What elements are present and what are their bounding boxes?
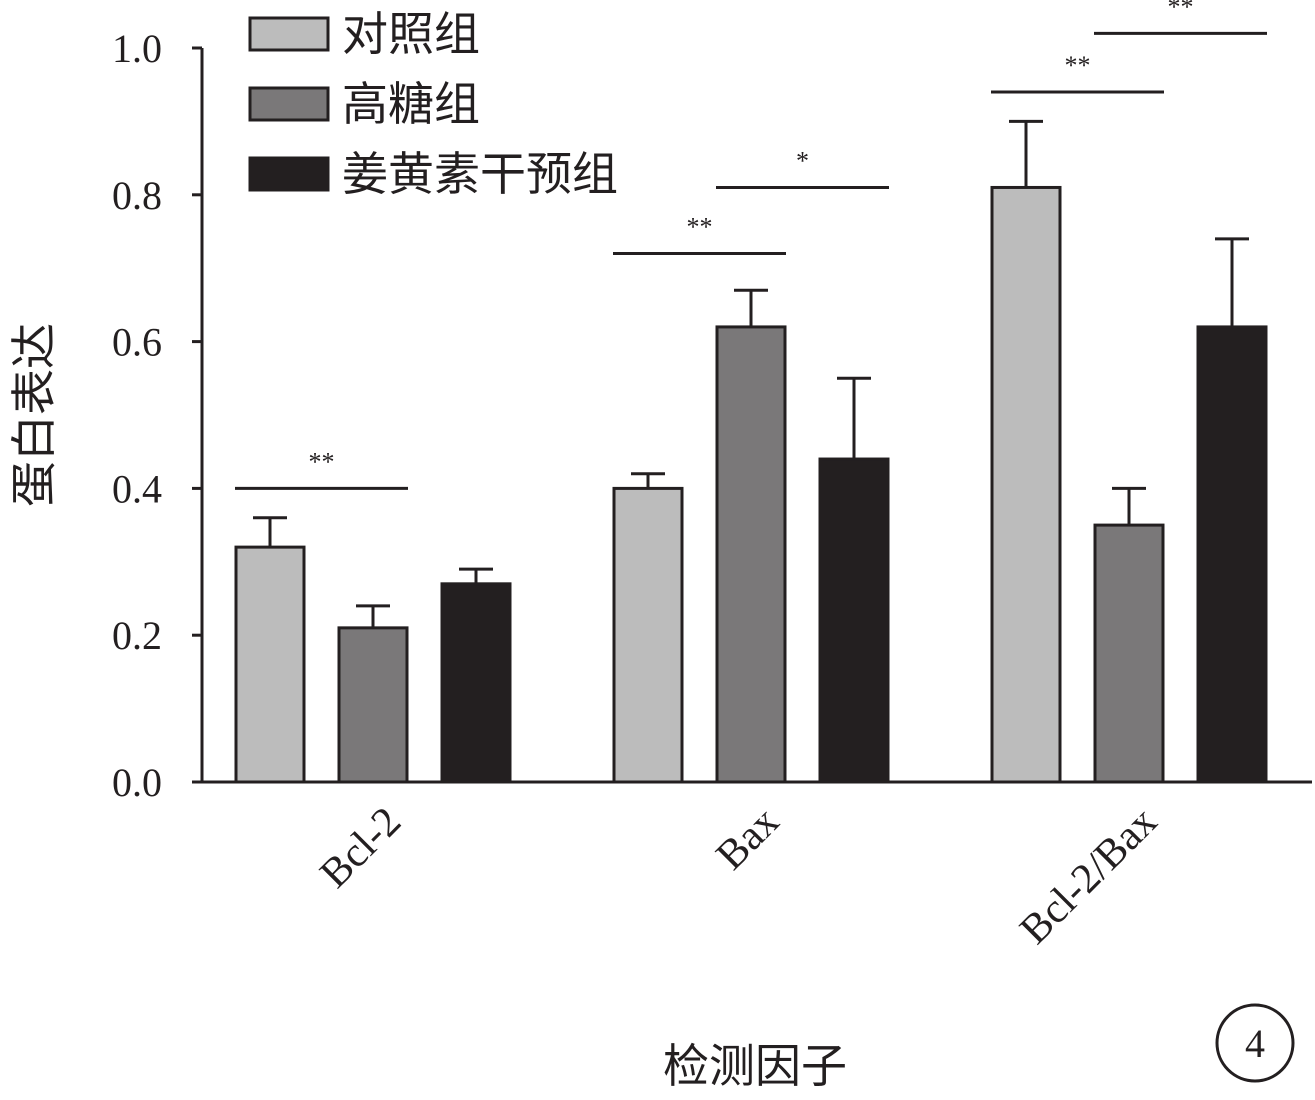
significance-label: ** [687, 213, 713, 242]
bar [440, 582, 512, 784]
y-tick-label: 0.4 [112, 466, 162, 511]
x-category-label: Bcl-2 [312, 799, 411, 898]
bar [990, 185, 1062, 784]
y-tick-label: 0.6 [112, 320, 162, 365]
legend-swatch [248, 16, 330, 52]
bar [715, 325, 787, 784]
bar [234, 545, 306, 784]
legend-label: 高糖组 [342, 79, 480, 130]
bar [1093, 523, 1165, 784]
y-axis-title: 蛋白表达 [9, 323, 60, 507]
bars [234, 119, 1268, 784]
bar [1196, 325, 1268, 784]
y-tick-label: 0.8 [112, 173, 162, 218]
y-tick-label: 0.0 [112, 760, 162, 805]
legend-label: 对照组 [342, 9, 480, 60]
bar [337, 626, 409, 784]
significance-markers: ********* [235, 0, 1267, 490]
panel-number: 4 [1245, 1021, 1265, 1066]
significance-label: ** [309, 447, 335, 476]
legend-swatch [248, 86, 330, 122]
bar [612, 486, 684, 784]
x-category-label: Bcl-2/Bax [1011, 799, 1166, 954]
bar [818, 457, 890, 784]
panel-number-badge: 4 [1215, 1003, 1295, 1083]
y-tick-label: 1.0 [112, 26, 162, 71]
x-axis-title: 检测因子 [663, 1041, 847, 1092]
y-tick-label: 0.2 [112, 613, 162, 658]
legend-swatch [248, 156, 330, 192]
significance-label: ** [1065, 51, 1091, 80]
significance-label: ** [1168, 0, 1194, 21]
legend-label: 姜黄素干预组 [342, 149, 618, 200]
x-category-label: Bax [708, 799, 788, 879]
significance-label: * [796, 146, 809, 175]
